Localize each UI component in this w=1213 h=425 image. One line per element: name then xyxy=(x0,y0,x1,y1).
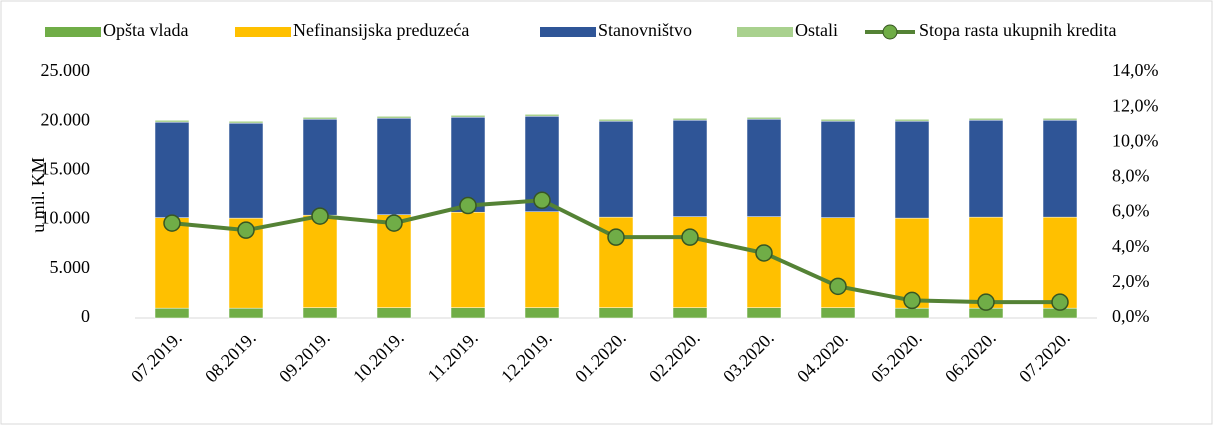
legend-label: Stopa rasta ukupnih kredita xyxy=(919,20,1116,40)
bar-segment xyxy=(450,307,486,319)
bar-segment xyxy=(154,307,190,319)
bar-segment xyxy=(894,120,930,219)
bar-segment xyxy=(672,119,708,217)
bar-segment xyxy=(450,115,486,118)
y2-tick-label: 12,0% xyxy=(1112,95,1159,115)
bar-segment xyxy=(820,120,856,218)
bar-segment xyxy=(524,114,560,117)
bar-segment xyxy=(746,307,782,319)
y2-tick-label: 10,0% xyxy=(1112,130,1159,150)
bar-segment xyxy=(1042,117,1078,121)
bar-segment xyxy=(672,117,708,121)
bar-segment xyxy=(302,214,338,308)
legend-label: Nefinansijska preduzeća xyxy=(293,20,469,40)
bar-segment xyxy=(302,307,338,319)
bar-segment xyxy=(746,118,782,217)
bar-segment xyxy=(598,307,634,319)
y2-tick-label: 14,0% xyxy=(1112,60,1159,80)
legend-swatch xyxy=(737,27,793,37)
bar-segment xyxy=(228,122,264,219)
y-axis-label: u mil. KM xyxy=(28,157,48,233)
bar-segment xyxy=(524,211,560,308)
bar-segment xyxy=(1042,216,1078,309)
bar-segment xyxy=(154,119,190,123)
y2-tick-label: 2,0% xyxy=(1112,271,1150,291)
legend-label: Stanovništvo xyxy=(598,20,692,40)
line-marker xyxy=(385,214,403,232)
bar-segment xyxy=(968,119,1004,218)
bar-segment xyxy=(894,307,930,319)
line-marker xyxy=(829,277,847,296)
bar-segment xyxy=(154,217,190,309)
legend-label: Opšta vlada xyxy=(103,20,188,40)
line-marker xyxy=(237,221,255,239)
y2-tick-label: 6,0% xyxy=(1112,201,1150,221)
bar-segment xyxy=(1042,119,1078,218)
y2-tick-label: 4,0% xyxy=(1112,236,1150,256)
y2-tick-label: 0,0% xyxy=(1112,306,1150,326)
y-tick-label: 5.000 xyxy=(50,257,91,277)
line-marker xyxy=(1051,293,1069,311)
bar-segment xyxy=(598,118,634,122)
line-marker xyxy=(681,228,699,246)
y-tick-label: 0 xyxy=(81,306,90,326)
bar-segment xyxy=(968,216,1004,309)
line-marker xyxy=(533,191,551,210)
y-tick-label: 10.000 xyxy=(41,208,91,228)
bar-segment xyxy=(302,117,338,120)
y2-tick-label: 8,0% xyxy=(1112,166,1150,186)
legend-swatch xyxy=(45,27,101,37)
bar-segment xyxy=(228,307,264,319)
y-tick-label: 20.000 xyxy=(41,109,91,129)
bar-segment xyxy=(450,117,486,213)
legend-marker xyxy=(882,24,898,40)
bar-segment xyxy=(376,116,412,119)
bar-segment xyxy=(228,120,264,124)
bar-segment xyxy=(820,307,856,319)
y-tick-label: 15.000 xyxy=(41,159,91,179)
line-marker xyxy=(755,244,773,262)
bar-segment xyxy=(746,216,782,308)
bar-segment xyxy=(302,118,338,216)
bar-segment xyxy=(524,307,560,319)
bar-segment xyxy=(376,307,412,319)
bar-segment xyxy=(154,121,190,218)
bar-segment xyxy=(672,307,708,319)
legend-swatch xyxy=(540,27,596,37)
line-marker xyxy=(977,293,995,311)
legend-label: Ostali xyxy=(795,20,838,40)
line-marker xyxy=(311,207,329,225)
line-marker xyxy=(459,196,477,215)
legend-swatch xyxy=(235,27,291,37)
bar-segment xyxy=(968,117,1004,121)
y-tick-label: 25.000 xyxy=(41,60,91,80)
bar-segment xyxy=(746,117,782,120)
line-marker xyxy=(607,228,625,246)
bar-segment xyxy=(598,120,634,218)
line-marker xyxy=(163,214,181,232)
line-marker xyxy=(903,291,921,310)
bar-segment xyxy=(820,118,856,122)
bar-segment xyxy=(894,118,930,122)
bar-segment xyxy=(450,211,486,308)
bar-segment xyxy=(376,117,412,215)
